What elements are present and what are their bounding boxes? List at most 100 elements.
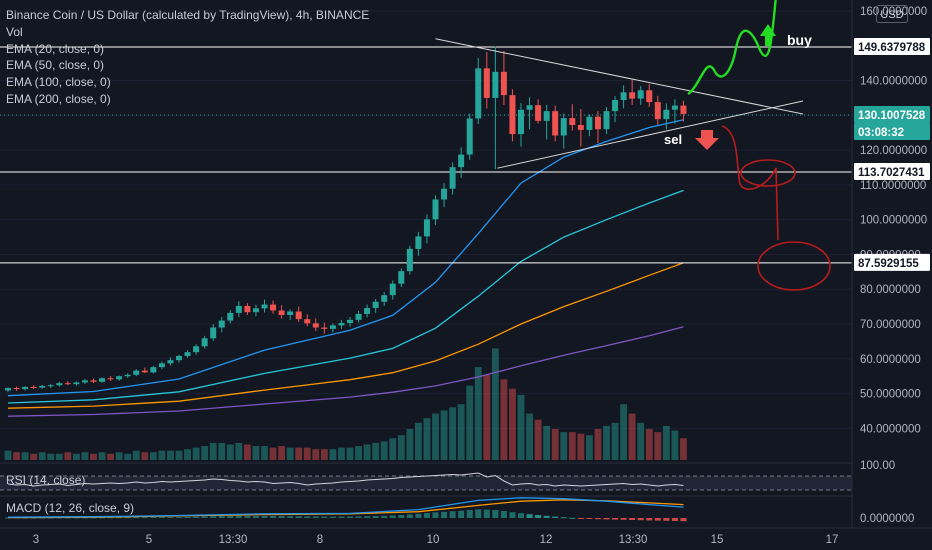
candle [167, 357, 174, 366]
candle [73, 381, 80, 386]
volume-bar [620, 404, 627, 460]
candle [492, 46, 499, 170]
candle-body [176, 356, 182, 361]
candle-body [270, 304, 277, 311]
volume-bar [449, 407, 456, 460]
candle-body [193, 346, 200, 353]
candle [312, 318, 319, 331]
macd-histogram-bar [483, 509, 490, 518]
volume-bar [295, 447, 303, 460]
candle [466, 113, 473, 160]
candle-body [449, 167, 456, 189]
macd-histogram-bar [620, 518, 627, 520]
volume-bar [534, 419, 542, 460]
macd-histogram-bar [124, 517, 131, 519]
macd-histogram-bar [347, 516, 353, 518]
candle [415, 231, 422, 256]
macd-histogram-bar [193, 516, 200, 518]
candle [398, 268, 405, 288]
macd-histogram-bar [150, 517, 157, 518]
macd-histogram-bar [201, 516, 208, 518]
candle [261, 299, 268, 313]
volume-bar [560, 432, 568, 460]
volume-bar [107, 453, 114, 460]
macd-histogram-bar [500, 511, 507, 518]
macd-histogram-bar [304, 516, 311, 518]
macd-histogram-bar [432, 512, 439, 518]
candle [637, 86, 644, 105]
candle [535, 99, 542, 124]
price-tag-level-mid-bg [854, 163, 930, 180]
price-tick-label: 70.0000000 [860, 319, 921, 331]
macd-histogram-bar [141, 517, 148, 519]
candle-body [107, 378, 114, 380]
indicator-label-ema200[interactable]: EMA (200, close, 0) [6, 92, 111, 106]
macd-histogram-bar [270, 516, 277, 518]
candle [646, 84, 653, 107]
candle [458, 147, 465, 178]
volume-bar [363, 444, 371, 460]
candle-body [654, 102, 661, 120]
candle-body [321, 327, 328, 329]
indicator-label-vol[interactable]: Vol [6, 25, 23, 39]
indicator-label-ema50[interactable]: EMA (50, close, 0) [6, 58, 105, 72]
price-tag-level-mid: 113.7027431 [858, 167, 925, 179]
candle-body [637, 90, 644, 99]
price-tag-level-high: 149.6379788 [858, 42, 926, 54]
macd-histogram-bar [278, 516, 285, 518]
candle-body [441, 188, 448, 200]
volume-bar [38, 452, 46, 460]
candle-body [116, 376, 123, 380]
volume-bar [432, 413, 439, 460]
candle-body [406, 248, 413, 272]
price-tick-label: 110.0000000 [860, 180, 926, 192]
price-tick-label: 140.0000000 [860, 76, 927, 88]
price-tick-label: 60.0000000 [860, 354, 921, 366]
candle [475, 57, 482, 125]
volume-bar [568, 432, 576, 460]
candle-body [227, 312, 234, 321]
candle-body [381, 295, 388, 302]
candle-body [73, 382, 80, 385]
ema20-line [7, 119, 684, 397]
macd-histogram-bar [381, 515, 388, 518]
candle [176, 354, 182, 363]
candle-body [22, 386, 29, 390]
candle-body [663, 109, 670, 120]
macd-histogram-bar [398, 515, 405, 518]
price-tick-label: 80.0000000 [860, 284, 921, 296]
macd-histogram-bar [252, 516, 259, 518]
macd-histogram-bar [244, 515, 251, 518]
volume-bar [603, 425, 610, 460]
macd-histogram-bar [210, 516, 217, 518]
candle-body [64, 383, 71, 385]
indicator-label-ema20[interactable]: EMA (20, close, 0) [6, 42, 105, 56]
volume-bar [303, 447, 311, 460]
candle-body [47, 385, 54, 387]
macd-histogram-bar [612, 518, 619, 520]
volume-bar [329, 449, 337, 460]
macd-histogram-bar [552, 516, 559, 518]
volume-bar [466, 385, 474, 460]
candle-body [518, 109, 524, 135]
macd-histogram-bar [646, 518, 653, 521]
candle [381, 292, 388, 306]
time-tick-label: 15 [711, 534, 724, 546]
candle [39, 384, 46, 389]
time-tick-label: 17 [826, 534, 839, 546]
macd-label: MACD (12, 26, close, 9) [6, 501, 134, 515]
indicator-label-ema100[interactable]: EMA (100, close, 0) [6, 75, 111, 89]
currency-button[interactable]: USD [876, 5, 908, 23]
volume-bar [90, 453, 97, 460]
candle [184, 350, 191, 358]
candle [5, 387, 11, 393]
volume-bar [73, 453, 80, 460]
volume-bar [30, 453, 38, 460]
candle-body [99, 378, 106, 382]
macd-histogram-bar [99, 517, 106, 519]
macd-histogram-bar [287, 516, 294, 518]
macd-histogram-bar [449, 511, 456, 518]
volume-bar [226, 444, 234, 460]
price-tag-current-bg [854, 105, 930, 123]
